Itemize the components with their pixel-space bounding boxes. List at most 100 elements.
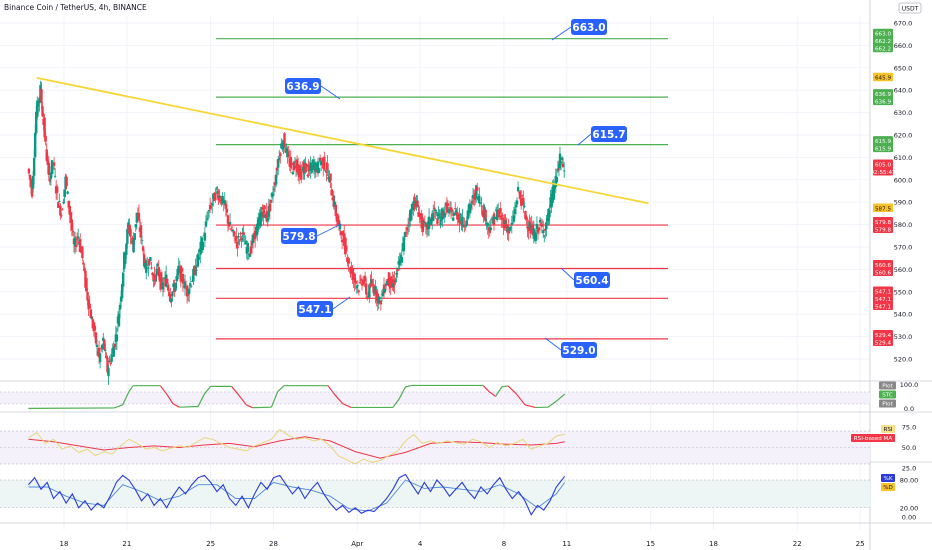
candle-body [399,255,402,259]
candle-body [339,231,343,236]
candle-body [37,103,40,107]
candle-body [108,360,111,363]
price-tick: 660.0 [894,42,913,50]
currency-button[interactable]: USDT [898,2,922,14]
candle-body [265,211,268,222]
candle-body [28,174,32,180]
candle-body [404,232,408,234]
candle-body [370,279,373,284]
candle-body [479,202,482,204]
candle-body [38,97,41,104]
candle-body [283,133,286,147]
stoch-k-legend-label: %K [884,476,893,482]
candle-body [527,226,530,232]
price-tick: 670.0 [894,20,913,28]
candle-body [238,240,241,242]
candle-body [482,205,485,218]
candle-body [516,187,520,192]
stc-segment [398,386,407,400]
candle-body [32,157,36,176]
candle-body [67,200,70,208]
candle-body [262,210,265,218]
candle-body [135,212,139,223]
chart-title: Binance Coin / TetherUS, 4h, BINANCE [4,3,147,12]
candle-body [33,132,37,157]
candle-body [195,270,198,271]
level-label: 529.0 [562,345,595,357]
level-label-leader [577,133,592,146]
candle-body [183,281,187,289]
candle-body [338,224,342,230]
candle-body [340,239,344,243]
stc-segment [507,385,517,395]
stoch-tick: 20.00 [900,504,919,512]
candle-body [406,224,410,227]
candle-body [234,242,237,244]
candle-body [117,313,121,327]
candle-body [360,283,364,286]
candle-body [518,191,522,199]
candle-body [27,168,31,174]
price-tag-text: 662.2 [875,39,891,45]
candle-body [115,334,119,342]
candle-body [102,337,105,342]
stc-segment [524,404,536,409]
candle-body [405,227,409,231]
stc-legend-tag [879,381,896,390]
candle-body [474,185,478,199]
candle-body [133,233,136,240]
candle-body [70,219,74,231]
candle-body [523,205,526,207]
candle-body [59,205,62,216]
level-labels: 663.0 636.9 615.7 579.8 560.4 547.1 529.0 [281,19,627,358]
candle-body [553,185,556,189]
level-label-leader [560,267,575,281]
candle-body [480,205,483,207]
candle-body [63,189,66,197]
candle-body [30,183,34,197]
candle-body [205,218,209,220]
rsi-pane [0,428,870,465]
price-tag-text: 560.6 [875,271,891,277]
candle-body [233,231,236,237]
candle-body [48,179,52,182]
level-label: 636.9 [286,81,319,93]
candle-body [57,202,60,208]
candle-body [562,170,566,172]
candle-body [221,196,224,204]
stc-segment [231,386,239,395]
stc-segment [277,385,285,393]
rsi-ma-line [28,436,565,459]
candle-body [152,279,155,282]
level-label-leader [332,296,351,310]
candle-body [235,235,238,241]
candle-body [381,291,385,297]
candle-body [209,206,213,209]
candle-body [555,177,559,183]
stc-segment [172,403,180,408]
candle-body [43,117,46,138]
candle-body [203,232,207,241]
candle-body [272,188,276,190]
price-tag [873,217,893,234]
candle-body [493,217,497,220]
candle-body [366,296,369,298]
candle-body [74,245,78,248]
candle-body [93,325,97,331]
price-tag-text: 605.0 [875,162,891,168]
candle-body [539,223,543,227]
candle-body [147,267,150,269]
rsi-legend-label: RSI [883,427,892,433]
time-tick: 18 [60,540,69,548]
candle-body [142,254,146,267]
candle-body [279,153,282,157]
candle-body [104,349,107,351]
stoch-tick: 0.00 [902,514,916,522]
candle-body [36,100,39,118]
candle-body [495,209,499,221]
stc-segment [159,385,168,395]
candle-body [224,203,228,209]
candle-body [305,164,308,167]
level-label-leader [551,26,572,41]
